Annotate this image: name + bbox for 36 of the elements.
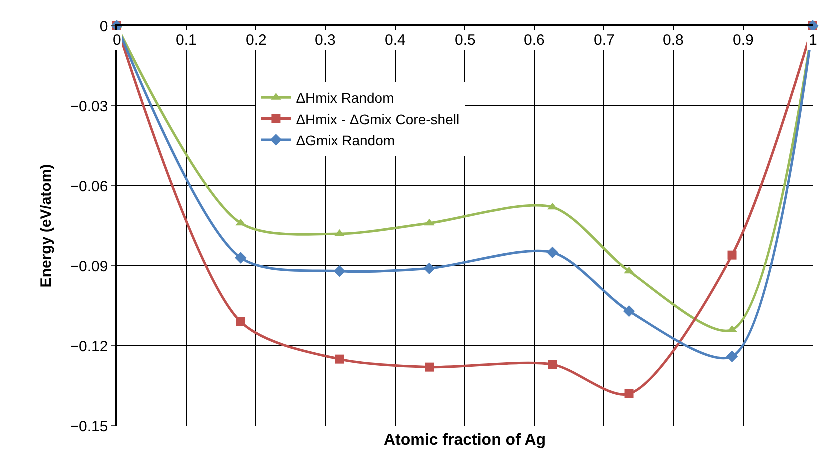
x-tick-label: 0.4 (385, 32, 406, 49)
point (624, 266, 634, 274)
y-tick-label: −0.03 (70, 98, 108, 116)
y-axis-title: Energy (eV/atom) (38, 164, 56, 288)
point (235, 252, 247, 264)
point (726, 350, 738, 363)
point (548, 202, 558, 210)
point (236, 318, 246, 326)
y-tick-label: −0.12 (70, 338, 108, 356)
x-tick-label: 1 (809, 32, 818, 49)
point (624, 390, 634, 398)
x-tick-label: 0.7 (594, 32, 615, 49)
legend-label: ΔHmix - ΔGmix Core-shell (296, 111, 460, 128)
x-tick-label: 0.2 (246, 32, 267, 49)
x-tick-label: 0.1 (176, 32, 197, 49)
x-tick-label: 0.8 (663, 32, 684, 49)
x-tick-label: 0.3 (315, 32, 336, 49)
point (623, 305, 636, 318)
x-tick-label: 0 (113, 32, 122, 49)
point (335, 354, 344, 364)
x-tick-label: 0.9 (733, 32, 754, 49)
point (425, 362, 434, 372)
point (334, 265, 346, 278)
y-tick-label: −0.15 (70, 418, 108, 436)
y-tick-label: −0.06 (70, 178, 108, 196)
point (546, 246, 559, 259)
x-tick-label: 0.5 (455, 32, 476, 49)
point (424, 262, 436, 275)
y-tick-label: 0 (100, 18, 108, 36)
x-axis-title: Atomic fraction of Ag (384, 432, 546, 449)
point (728, 250, 737, 260)
point (548, 360, 558, 370)
legend-label: ΔHmix Random (296, 90, 394, 106)
x-tick-label: 0.6 (524, 32, 545, 49)
legend-label: ΔGmix Random (296, 132, 396, 148)
y-tick-label: −0.09 (70, 258, 108, 276)
